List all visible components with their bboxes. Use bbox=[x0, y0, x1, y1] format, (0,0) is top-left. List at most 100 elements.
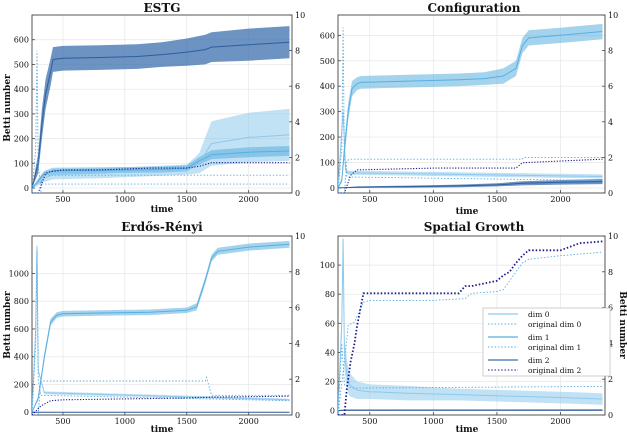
xlabel-erdos-renyi: time bbox=[151, 425, 174, 435]
series-line-original-dim-0 bbox=[338, 343, 603, 415]
y-tick-label: 500 bbox=[14, 60, 29, 69]
series-line-dim-1 bbox=[32, 243, 290, 413]
band-dim-1 bbox=[32, 240, 290, 413]
y2-tick-label: 0 bbox=[608, 411, 613, 420]
series-line-original-dim-1 bbox=[338, 251, 603, 415]
y-tick-label: 800 bbox=[14, 297, 29, 306]
series-line-original-dim-0 bbox=[338, 27, 603, 193]
plot-frame bbox=[31, 14, 293, 194]
x-tick-label: 1000 bbox=[423, 417, 443, 426]
y2-tick-label: 4 bbox=[608, 339, 613, 348]
legend-label-dim2: dim 2 bbox=[528, 356, 550, 365]
y-tick-label: 1000 bbox=[9, 269, 29, 278]
panel-estg: 500 1000 1500 2000 0 100 200 300 400 500 600 0 2 4 6 8 1… bbox=[14, 11, 305, 204]
band-dim-0 bbox=[338, 236, 603, 411]
x-tick-label: 1000 bbox=[115, 417, 135, 426]
x-tick-label: 1500 bbox=[177, 417, 197, 426]
y-tick-label: 600 bbox=[14, 325, 29, 334]
band-dim-2 bbox=[32, 26, 290, 189]
y2-tick-label: 2 bbox=[295, 153, 300, 162]
y-tick-label: 200 bbox=[14, 135, 29, 144]
series-line-dim-1 bbox=[338, 31, 603, 189]
x-tick-label: 500 bbox=[55, 195, 70, 204]
y2-tick-label: 8 bbox=[608, 268, 613, 277]
x-tick-label: 1500 bbox=[487, 417, 507, 426]
y-tick-label: 0 bbox=[24, 184, 29, 193]
y-tick-label: 500 bbox=[320, 57, 335, 66]
x-tick-label: 500 bbox=[55, 417, 70, 426]
x-tick-label: 2000 bbox=[550, 195, 570, 204]
series-line-original-dim-1 bbox=[32, 375, 290, 415]
y2-tick-label: 8 bbox=[295, 47, 300, 56]
xlabel-estg: time bbox=[151, 205, 174, 215]
panel-erdos-renyi: 500 1000 1500 2000 0 200 400 600 800 1000 0 2 4 6 8 10 bbox=[9, 232, 306, 426]
title-erdos-renyi: Erdős-Rényi bbox=[121, 220, 203, 234]
y2-tick-label: 0 bbox=[295, 411, 300, 420]
band-dim-0 bbox=[32, 108, 290, 189]
y2-tick-label: 10 bbox=[608, 11, 618, 20]
x-tick-label: 500 bbox=[362, 195, 377, 204]
plot-area bbox=[338, 236, 603, 415]
y2-tick-label: 0 bbox=[295, 189, 300, 198]
ylabel-right-spatial-growth: Betti number bbox=[617, 291, 627, 359]
series-line-original-dim-2 bbox=[32, 162, 290, 193]
y-tick-label: 0 bbox=[24, 408, 29, 417]
series-line-dim-2 bbox=[338, 181, 603, 189]
legend-label-original-dim1: original dim 1 bbox=[528, 343, 581, 352]
y-tick-label: 80 bbox=[325, 290, 335, 299]
y-tick-label: 600 bbox=[14, 36, 29, 45]
ylabel-estg: Betti number bbox=[3, 74, 13, 142]
plot-frame bbox=[337, 14, 606, 194]
y-tick-label: 60 bbox=[325, 319, 335, 328]
title-spatial-growth: Spatial Growth bbox=[424, 220, 525, 234]
panel-configuration: 500 1000 1500 2000 0 100 200 300 400 500 600 0 2 4 6 8 1… bbox=[320, 11, 618, 204]
y-tick-label: 100 bbox=[320, 261, 335, 270]
band-dim-2 bbox=[338, 179, 603, 188]
plot-frame bbox=[31, 235, 293, 416]
legend: dim 0 original dim 0 dim 1 original dim … bbox=[482, 307, 611, 377]
series-line-original-dim-1 bbox=[32, 174, 290, 193]
y-tick-label: 100 bbox=[14, 159, 29, 168]
legend-label-original-dim2: original dim 2 bbox=[528, 366, 581, 375]
y2-tick-label: 10 bbox=[608, 232, 618, 241]
x-tick-label: 2000 bbox=[550, 417, 570, 426]
xlabel-configuration: time bbox=[456, 207, 479, 217]
plot-area bbox=[32, 240, 290, 415]
x-tick-label: 1500 bbox=[177, 195, 197, 204]
series-line-dim-1 bbox=[32, 150, 290, 189]
y2-tick-label: 8 bbox=[295, 268, 300, 277]
title-estg: ESTG bbox=[144, 1, 181, 15]
x-tick-label: 1500 bbox=[487, 195, 507, 204]
y2-tick-label: 0 bbox=[608, 189, 613, 198]
legend-label-dim1: dim 1 bbox=[528, 333, 549, 342]
series-line-dim-0 bbox=[338, 238, 603, 411]
y2-tick-label: 2 bbox=[608, 375, 613, 384]
y2-tick-label: 6 bbox=[608, 304, 613, 313]
series-line-dim-2 bbox=[32, 41, 290, 189]
xlabel-spatial-growth: time bbox=[456, 425, 479, 435]
series-line-original-dim-0 bbox=[32, 250, 290, 415]
title-configuration: Configuration bbox=[427, 1, 520, 15]
y-tick-label: 400 bbox=[320, 82, 335, 91]
y2-tick-label: 4 bbox=[608, 118, 613, 127]
y-tick-label: 200 bbox=[320, 133, 335, 142]
y-tick-label: 40 bbox=[325, 348, 335, 357]
series-line-dim-0 bbox=[32, 245, 290, 413]
band-dim-1 bbox=[32, 146, 290, 189]
y-tick-label: 600 bbox=[320, 31, 335, 40]
y-tick-label: 0 bbox=[330, 407, 335, 416]
y2-tick-label: 2 bbox=[608, 153, 613, 162]
y-tick-label: 20 bbox=[325, 378, 335, 387]
y2-tick-label: 6 bbox=[295, 82, 300, 91]
x-tick-label: 2000 bbox=[238, 195, 258, 204]
y-tick-label: 200 bbox=[14, 380, 29, 389]
y2-tick-label: 10 bbox=[295, 232, 305, 241]
x-tick-label: 1000 bbox=[115, 195, 135, 204]
series-line-original-dim-0 bbox=[32, 50, 290, 193]
y2-tick-label: 10 bbox=[295, 11, 305, 20]
y-tick-label: 400 bbox=[14, 353, 29, 362]
series-line-original-dim-2 bbox=[338, 158, 603, 193]
y2-tick-label: 4 bbox=[295, 339, 300, 348]
x-tick-label: 1000 bbox=[423, 195, 443, 204]
